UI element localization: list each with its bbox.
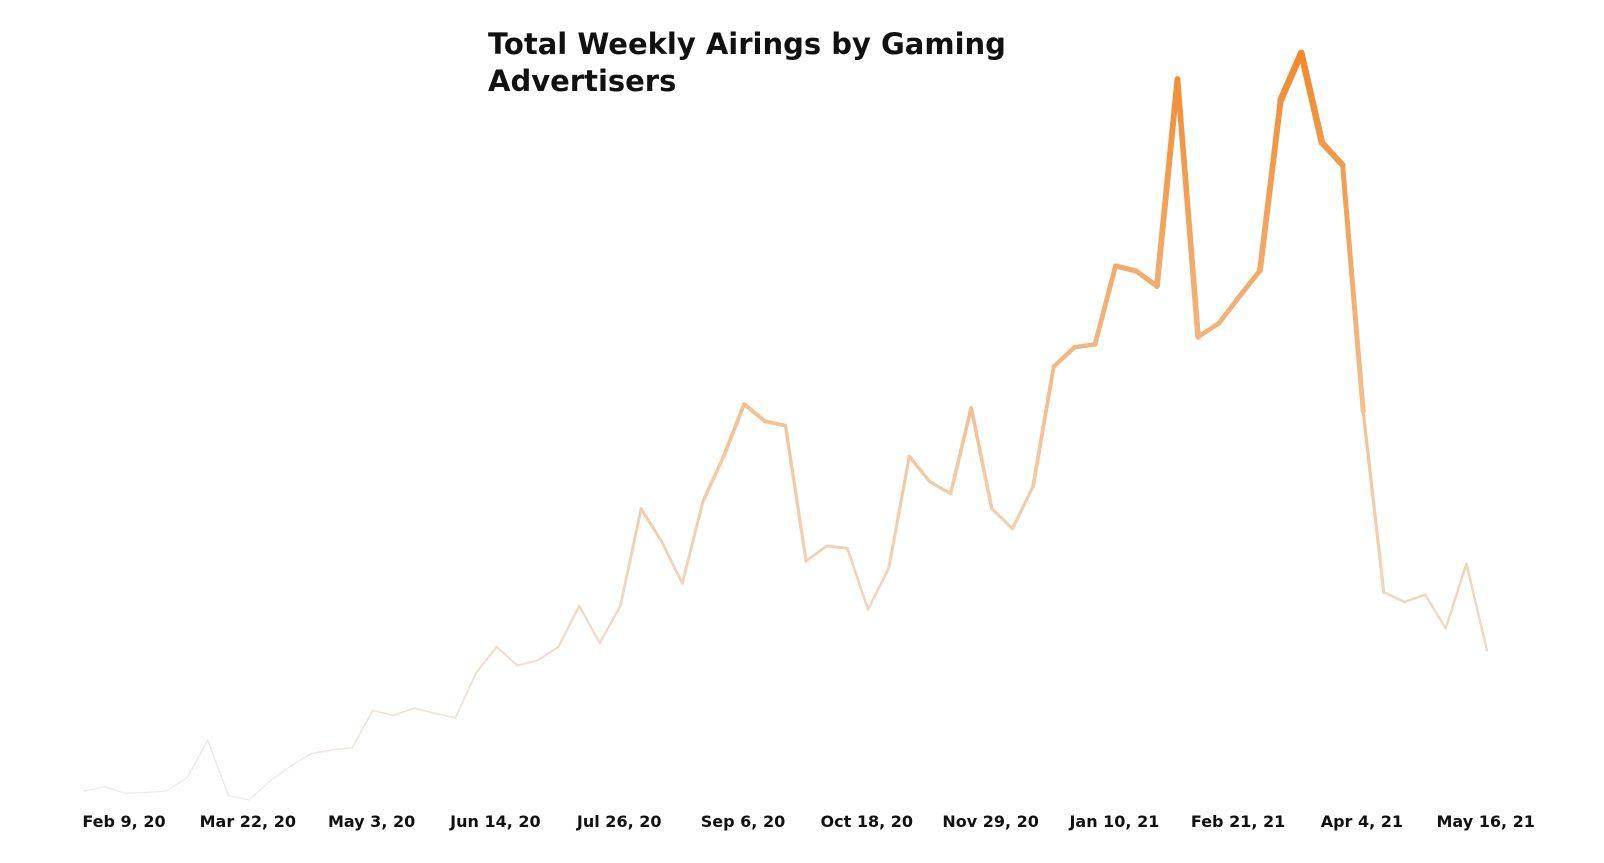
series-line-segment [495, 645, 519, 667]
series-line-segment [1257, 97, 1284, 274]
x-tick-label: Sep 6, 20 [701, 812, 785, 831]
series-line-segment [762, 419, 788, 428]
series-line-segment [680, 499, 705, 585]
series-line-segment [165, 776, 188, 792]
x-tick-label: Jul 26, 20 [576, 812, 662, 831]
x-tick-label: Nov 29, 20 [942, 812, 1039, 831]
x-tick-label: May 16, 21 [1436, 812, 1534, 831]
x-tick-label: Jun 14, 20 [449, 812, 540, 831]
x-tick-label: May 3, 20 [328, 812, 415, 831]
series-line-segment [186, 739, 209, 779]
series-line-segment [454, 672, 477, 719]
series-line-segment [783, 424, 808, 563]
series-line-segment [248, 780, 271, 801]
series-line-segment [1236, 267, 1263, 299]
series-line-segment [825, 544, 849, 550]
series-line-segment [907, 454, 932, 484]
series-line-segment [1195, 321, 1222, 340]
series-line-segment [474, 645, 498, 675]
series-line-segment [969, 406, 994, 511]
series-line-segment [433, 712, 457, 719]
series-line-segment [1113, 263, 1139, 274]
series-line-segment [413, 707, 436, 715]
series-line-segment [887, 454, 911, 570]
series-line-segment [1382, 591, 1406, 604]
series-line-segment [516, 659, 539, 667]
series-line-segment [598, 604, 622, 645]
series-line-segment [1403, 593, 1427, 604]
series-line-segment [351, 709, 374, 749]
series-line-segment [1465, 562, 1489, 652]
series-line-segment [721, 402, 747, 459]
series-line-segment [866, 567, 890, 611]
series-group [83, 49, 1489, 801]
series-line-segment [578, 604, 601, 645]
series-line-segment [1340, 162, 1366, 415]
series-line-segment [742, 402, 767, 424]
series-line-segment [1153, 76, 1181, 290]
x-tick-label: Feb 21, 21 [1191, 812, 1285, 831]
chart-title: Total Weekly Airings by Gaming Advertise… [488, 27, 1006, 98]
series-line-segment [557, 604, 581, 649]
series-line-segment [948, 405, 974, 496]
x-tick-label: Feb 9, 20 [82, 812, 165, 831]
series-line-segment [804, 544, 829, 563]
series-line-segment [372, 709, 395, 717]
series-line-segment [701, 454, 726, 503]
x-tick-label: Jan 10, 21 [1068, 812, 1159, 831]
series-line-segment [392, 707, 415, 717]
x-tick-label: Oct 18, 20 [821, 812, 913, 831]
x-tick-label: Apr 4, 21 [1321, 812, 1403, 831]
series-line-segment [1092, 263, 1119, 347]
series-line-segment [145, 790, 168, 794]
series-line-segment [269, 765, 291, 782]
series-line-segment [1051, 345, 1077, 369]
series-line-segment [639, 507, 664, 544]
series-line-segment [846, 546, 870, 611]
series-line-segment [1423, 593, 1447, 630]
series-line-segment [1444, 562, 1468, 630]
series-line-segment [928, 480, 953, 496]
series-line-segment [227, 794, 250, 801]
series-line-segment [124, 791, 147, 794]
series-line-segment [1318, 139, 1346, 169]
series-line-segment [103, 785, 126, 794]
series-line-segment [330, 746, 353, 751]
series-line-segment [660, 540, 684, 585]
series-line-segment [207, 739, 230, 797]
series-line-segment [536, 645, 560, 662]
series-line-segment [1361, 409, 1386, 594]
series-line-segment [1031, 364, 1056, 489]
x-tick-label: Mar 22, 20 [200, 812, 296, 831]
series-line-segment [1277, 49, 1305, 104]
series-line-segment [83, 785, 106, 792]
series-line-segment [990, 507, 1015, 531]
series-line-segment [1174, 76, 1201, 340]
series-line-segment [1072, 342, 1098, 350]
series-line-segment [1010, 484, 1035, 531]
x-axis: Feb 9, 20 Mar 22, 20 May 3, 20 Jun 14, 20 Ju… [82, 812, 1535, 831]
series-line-segment [289, 753, 312, 768]
series-line-segment [1216, 294, 1242, 326]
series-line-segment [1133, 268, 1160, 289]
series-line-segment [310, 749, 333, 755]
series-line-segment [619, 507, 643, 608]
series-line-segment [1298, 49, 1326, 146]
